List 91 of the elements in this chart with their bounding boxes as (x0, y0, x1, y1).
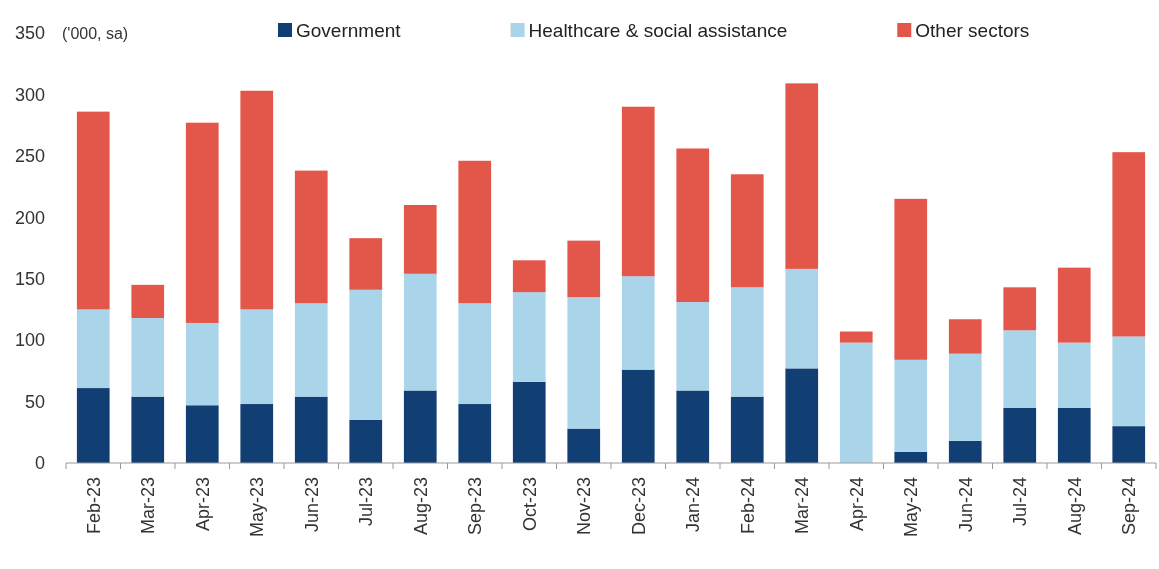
bar (839, 331, 873, 343)
bar (621, 369, 655, 463)
bar (349, 238, 383, 290)
x-tick-label: Sep-24 (1119, 477, 1140, 536)
bar (1057, 407, 1091, 463)
bar (676, 148, 710, 303)
bar (730, 174, 764, 288)
bar (567, 240, 601, 298)
y-tick-label: 50 (24, 391, 45, 412)
bar (76, 111, 110, 310)
bar (785, 268, 819, 369)
x-tick-label: Jun-24 (955, 477, 976, 533)
bar (785, 368, 819, 463)
bar (894, 359, 928, 452)
bar (948, 440, 982, 463)
bar (1003, 287, 1037, 331)
bar (294, 396, 328, 463)
legend-label: Healthcare & social assistance (528, 19, 788, 41)
bar (240, 404, 274, 463)
bar (1112, 336, 1146, 427)
bar (676, 390, 710, 463)
x-tick-label: Mar-23 (138, 477, 159, 535)
bar (458, 160, 492, 304)
x-tick-label: May-24 (901, 477, 922, 538)
bar (349, 289, 383, 420)
y-tick-label: 150 (14, 269, 45, 290)
bar (567, 428, 601, 463)
y-tick-label: 300 (14, 84, 45, 105)
legend-label: Government (296, 19, 402, 41)
x-tick-label: May-23 (247, 477, 268, 538)
x-tick-label: Jun-23 (301, 477, 322, 533)
bar (76, 309, 110, 389)
legend-label: Other sectors (915, 19, 1030, 41)
bar (240, 309, 274, 405)
bar (567, 297, 601, 429)
bar (621, 276, 655, 370)
bar (512, 381, 546, 463)
bar (403, 273, 437, 391)
bar (240, 90, 274, 310)
x-tick-label: Jan-24 (683, 477, 704, 533)
x-tick-label: Sep-23 (465, 477, 486, 536)
y-tick-label: 100 (14, 330, 45, 351)
bar (894, 451, 928, 463)
x-tick-label: Dec-23 (628, 477, 649, 536)
bar (185, 122, 219, 323)
bar (185, 322, 219, 406)
bar (185, 405, 219, 463)
x-tick-label: Mar-24 (792, 477, 813, 535)
y-tick-label: 200 (14, 207, 45, 228)
bar (1057, 342, 1091, 408)
bar (894, 198, 928, 360)
bar (839, 342, 873, 463)
bar (458, 303, 492, 405)
bar (294, 170, 328, 304)
bar (785, 83, 819, 269)
x-tick-label: Apr-24 (846, 477, 867, 532)
x-tick-label: Jul-24 (1010, 477, 1031, 527)
bar (1003, 407, 1037, 463)
bar (730, 287, 764, 397)
x-tick-label: Feb-24 (737, 477, 758, 535)
bar (676, 302, 710, 391)
bar (948, 319, 982, 354)
bar (948, 353, 982, 441)
y-axis-title: ('000, sa) (62, 24, 129, 42)
bar (131, 396, 165, 463)
x-tick-label: Nov-23 (574, 477, 595, 536)
bar (458, 404, 492, 463)
bar (294, 303, 328, 397)
bar (512, 292, 546, 382)
x-tick-label: Aug-23 (410, 477, 431, 536)
y-tick-label: 0 (34, 453, 45, 474)
x-tick-label: Aug-24 (1064, 477, 1085, 536)
x-tick-label: Jul-23 (356, 477, 377, 527)
bar (131, 318, 165, 397)
bar (131, 284, 165, 319)
bar (512, 260, 546, 293)
y-tick-label: 250 (14, 146, 45, 167)
bar (1057, 267, 1091, 343)
bar (1112, 426, 1146, 463)
bar (403, 205, 437, 274)
bar (76, 388, 110, 463)
bar (1003, 330, 1037, 408)
bar (621, 106, 655, 277)
bar (349, 420, 383, 463)
y-tick-label: 350 (14, 23, 45, 44)
x-tick-label: Feb-23 (83, 477, 104, 535)
bar (1112, 152, 1146, 337)
bar (403, 390, 437, 463)
bar (730, 396, 764, 463)
x-tick-label: Apr-23 (192, 477, 213, 532)
x-tick-label: Oct-23 (519, 477, 540, 532)
